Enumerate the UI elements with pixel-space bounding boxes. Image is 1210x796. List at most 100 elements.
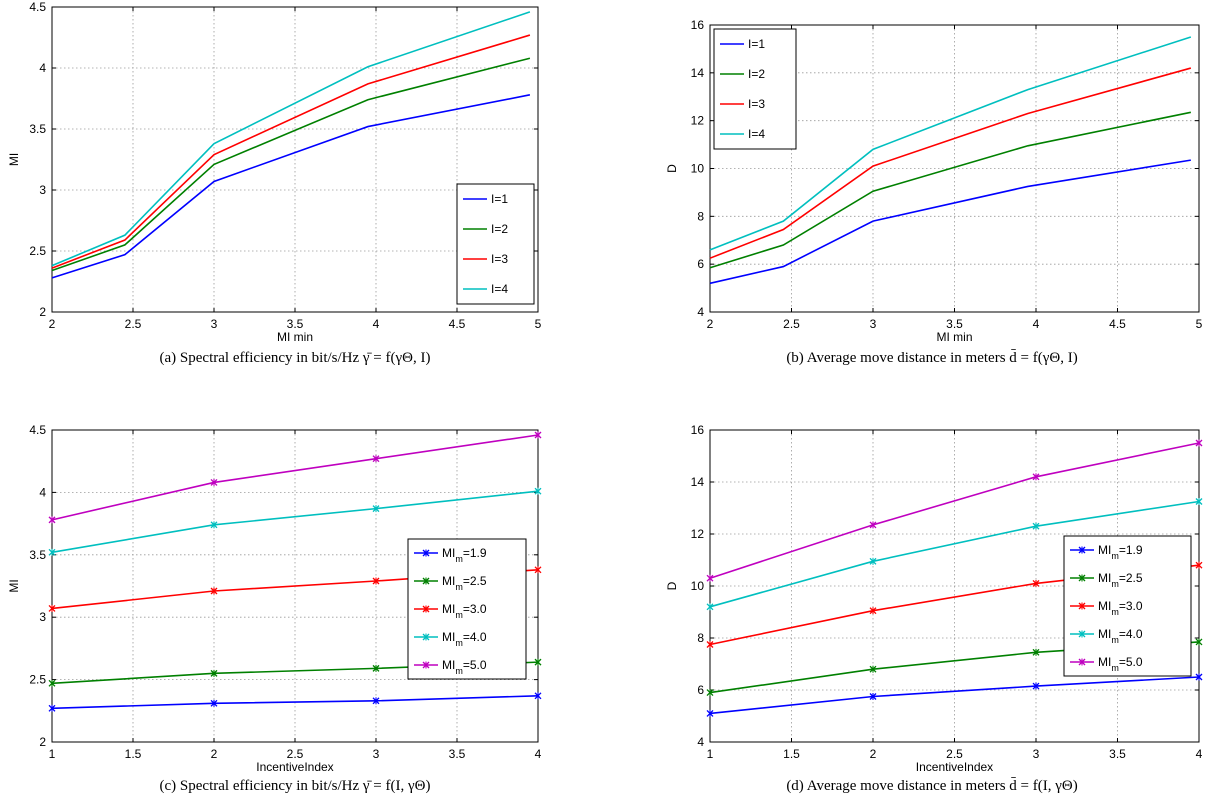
x-tick-label: 2 [870,747,877,761]
series-2 [709,111,1192,269]
series-line [51,11,531,267]
x-axis-label: IncentiveIndex [256,760,333,774]
legend-entry: I=4 [748,127,765,141]
y-tick-label: 2.5 [29,673,46,687]
x-tick-label: 4 [535,747,542,761]
x-tick-label: 1 [49,747,56,761]
legend-entry: I=1 [748,37,765,51]
legend-entry: I=3 [748,97,765,111]
series-2 [51,57,531,272]
x-tick-label: 3 [211,317,218,331]
legend: I=1 I=2 I=3 I=4 [456,183,535,305]
chart-c: 1 1.5 2 2.5 3 3.5 4 2 2.5 3 3.5 4 4.5 IncentiveIndex M… [7,423,542,794]
legend-entry: I=2 [748,67,765,81]
series-line [709,36,1192,251]
y-tick-label: 3.5 [29,122,46,136]
y-tick-label: 14 [691,475,705,489]
legend-entry: I=2 [491,222,508,236]
legend-entry: MIm=1.9 [1098,543,1143,561]
legend-box [456,183,535,305]
x-tick-label: 3.5 [449,747,466,761]
legend-entry: MIm=5.0 [1098,655,1143,673]
legend-entry: I=1 [491,192,508,206]
series-line [709,111,1192,269]
legend-entry: I=3 [491,252,508,266]
y-tick-label: 4.5 [29,423,46,437]
y-tick-label: 2 [39,735,46,749]
legend-box [713,28,797,150]
y-tick-label: 10 [691,579,705,593]
y-axis-label: D [665,581,679,590]
series-1 [706,673,1203,717]
legend: I=1 I=2 I=3 I=4 [713,28,797,150]
x-tick-label: 5 [1196,317,1203,331]
x-tick-label: 3 [373,747,380,761]
y-tick-label: 12 [691,114,705,128]
legend-entry: MIm=2.5 [1098,571,1143,589]
y-tick-label: 3 [39,610,46,624]
series-5 [48,431,542,524]
figure-caption: (a) Spectral efficiency in bit/s/Hz γ̄ =… [160,350,431,366]
series-line [51,695,539,710]
y-tick-label: 2.5 [29,244,46,258]
legend: MIm=1.9 MIm=2.5 MIm=3.0 MIm=4.0 MIm=5.0 [1063,535,1192,677]
legend-entry: MIm=3.0 [442,602,487,620]
x-tick-label: 3.5 [1109,747,1126,761]
series-4 [48,487,542,556]
figure-caption: (d) Average move distance in meters d̄ =… [786,778,1077,794]
series-line [709,500,1200,608]
x-tick-label: 1.5 [783,747,800,761]
y-tick-label: 12 [691,527,705,541]
x-tick-label: 2.5 [287,747,304,761]
x-tick-label: 3.5 [946,317,963,331]
x-tick-label: 4 [1196,747,1203,761]
figure-caption: (b) Average move distance in meters d̄ =… [786,350,1077,366]
y-tick-label: 14 [691,66,705,80]
x-tick-label: 4.5 [1109,317,1126,331]
y-tick-label: 16 [691,18,705,32]
legend-entry: I=4 [491,282,508,296]
y-tick-label: 4 [697,735,704,749]
series-5 [706,439,1203,582]
series-line [51,490,539,554]
legend: MIm=1.9 MIm=2.5 MIm=3.0 MIm=4.0 MIm=5.0 [407,538,527,680]
axis-frame [51,429,539,743]
y-tick-label: 4.5 [29,0,46,14]
series-1 [51,94,531,279]
x-tick-label: 3 [870,317,877,331]
chart-d: 1 1.5 2 2.5 3 3.5 4 4 6 8 10 12 14 16 IncentiveIndex D M… [665,423,1203,794]
series-4 [709,36,1192,251]
legend-entry: MIm=3.0 [1098,599,1143,617]
series-line [51,434,539,521]
series-line [51,57,531,272]
legend-entry: MIm=4.0 [1098,627,1143,645]
series-line [51,94,531,279]
y-tick-label: 16 [691,423,705,437]
figure-caption: (c) Spectral efficiency in bit/s/Hz γ̄ =… [160,778,431,794]
x-tick-label: 2.5 [125,317,142,331]
y-tick-label: 8 [697,631,704,645]
x-tick-label: 2.5 [946,747,963,761]
series-line [709,67,1192,259]
y-tick-label: 3.5 [29,548,46,562]
axis-frame [709,24,1200,313]
x-tick-label: 3 [1033,747,1040,761]
series-line [709,676,1200,715]
series-line [709,442,1200,579]
legend-entry: MIm=2.5 [442,574,487,592]
x-tick-label: 4 [1033,317,1040,331]
x-axis-label: IncentiveIndex [916,760,993,774]
y-tick-label: 6 [697,683,704,697]
legend-entry: MIm=4.0 [442,630,487,648]
y-tick-label: 6 [697,257,704,271]
legend-entry: MIm=1.9 [442,546,487,564]
y-tick-label: 10 [691,162,705,176]
x-tick-label: 1.5 [125,747,142,761]
chart-a: 2 2.5 3 3.5 4 4.5 522.533.544.5MI minMII=1I=2I… [7,0,542,366]
series-3 [51,34,531,269]
y-tick-label: 2 [39,305,46,319]
y-axis-label: MI [7,579,21,592]
y-axis-label: D [665,164,679,173]
x-tick-label: 3.5 [287,317,304,331]
